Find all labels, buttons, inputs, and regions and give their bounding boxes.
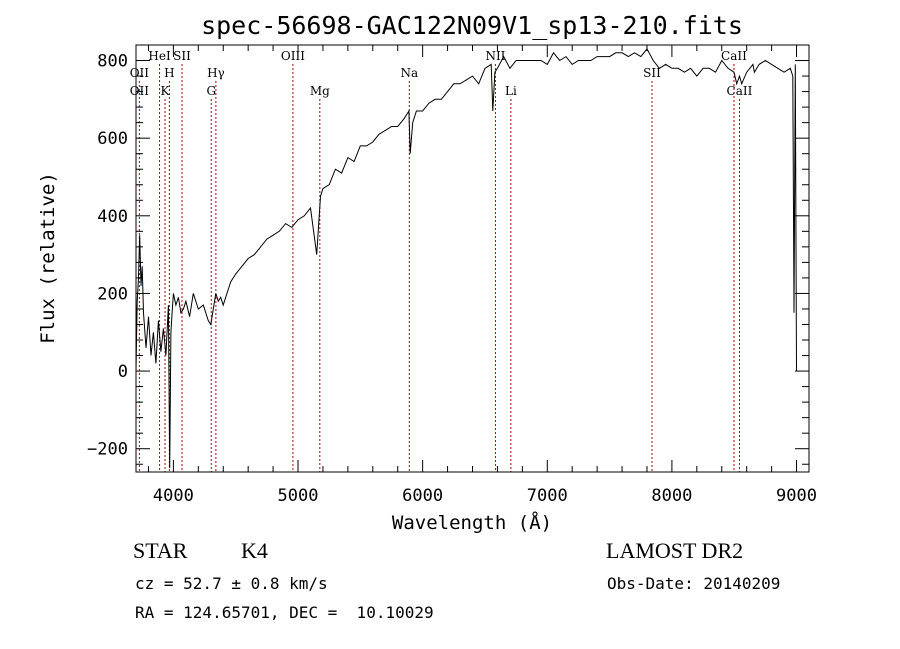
- object-subclass: K4: [241, 538, 268, 563]
- observation-date: Obs-Date: 20140209: [607, 574, 781, 593]
- plot-frame: [135, 44, 810, 473]
- line-marker-label: Mg: [310, 84, 330, 98]
- line-marker-label: H: [164, 66, 174, 80]
- y-axis-label: Flux (relative): [37, 172, 59, 344]
- line-marker-label: NII: [485, 49, 505, 63]
- line-marker-label: G: [206, 84, 216, 98]
- x-tick-label: 5000: [278, 486, 319, 506]
- survey-name: LAMOST DR2: [606, 538, 744, 563]
- y-tick-label: 400: [97, 207, 128, 227]
- line-marker-label: CaII: [727, 84, 753, 98]
- line-marker-label: OII: [130, 66, 150, 80]
- spectrum-series-line: [135, 47, 797, 469]
- line-marker-label: Hγ: [207, 66, 225, 80]
- line-marker-label: SII: [643, 66, 661, 80]
- line-marker-label: Na: [400, 66, 418, 80]
- x-tick-label: 7000: [527, 486, 568, 506]
- y-tick-label: 800: [97, 52, 128, 72]
- line-marker-label: K: [161, 84, 171, 98]
- object-class: STAR: [133, 538, 188, 563]
- y-tick-label: 600: [97, 129, 128, 149]
- x-tick-label: 8000: [651, 486, 692, 506]
- axis-ticks: 4000 5000 6000 7000 8000 9000 −200 0 200 400 600 80…: [87, 44, 817, 506]
- emission-line-markers: OII OII HeI HK SII Hγ G OIII Mg Na NII Li SII CaII CaI…: [130, 49, 753, 472]
- line-marker-label: HeI: [148, 49, 171, 63]
- chart-title: spec-56698-GAC122N09V1_sp13-210.fits: [201, 11, 743, 40]
- line-marker-label: OII: [130, 84, 150, 98]
- y-tick-label: −200: [87, 440, 128, 460]
- y-tick-label: 0: [118, 362, 128, 382]
- y-tick-label: 200: [97, 284, 128, 304]
- line-marker-label: SII: [173, 49, 191, 63]
- line-marker-label: Li: [505, 84, 517, 98]
- x-axis-label: Wavelength (Å): [392, 511, 552, 534]
- x-tick-label: 6000: [402, 486, 443, 506]
- x-tick-label: 9000: [776, 486, 817, 506]
- line-marker-label: CaII: [721, 49, 747, 63]
- x-tick-label: 4000: [153, 486, 194, 506]
- coordinates-readout: RA = 124.65701, DEC = 10.10029: [135, 603, 434, 622]
- line-marker-label: OIII: [281, 49, 305, 63]
- redshift-readout: cz = 52.7 ± 0.8 km/s: [135, 574, 328, 593]
